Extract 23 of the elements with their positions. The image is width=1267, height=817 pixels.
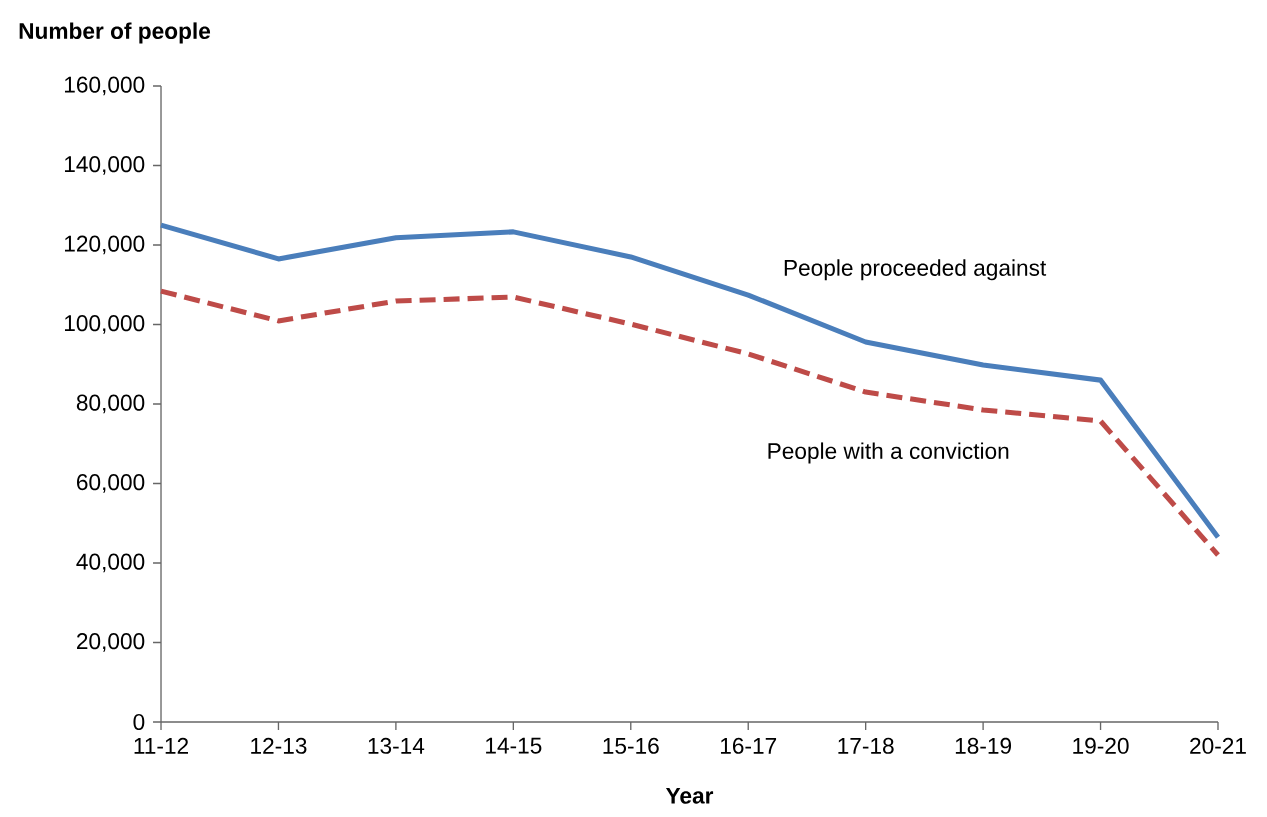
y-tick-label: 100,000 bbox=[64, 315, 145, 334]
y-tick-label: 140,000 bbox=[64, 156, 145, 175]
x-tick-label: 12-13 bbox=[251, 737, 307, 754]
y-tick-label: 60,000 bbox=[77, 474, 145, 493]
y-tick-label: 80,000 bbox=[76, 394, 145, 414]
y-tick-label: 20,000 bbox=[77, 633, 145, 652]
x-tick-label: 14-15 bbox=[486, 737, 542, 754]
series-label: People with a conviction bbox=[768, 442, 1009, 464]
x-tick-label: 19-20 bbox=[1073, 737, 1129, 754]
y-tick-label: 120,000 bbox=[64, 235, 145, 255]
x-tick-label: 18-19 bbox=[955, 737, 1012, 754]
y-axis-title: Number of people bbox=[19, 22, 211, 44]
x-tick-label: 11-12 bbox=[134, 737, 188, 754]
x-tick-label: 17-18 bbox=[838, 737, 894, 754]
x-tick-label: 16-17 bbox=[720, 737, 777, 754]
x-tick-label: 20-21 bbox=[1190, 737, 1246, 754]
x-tick-label: 13-14 bbox=[368, 737, 425, 754]
x-tick-label: 15-16 bbox=[603, 737, 659, 754]
y-tick-label: 40,000 bbox=[76, 553, 145, 573]
y-tick-label: 0 bbox=[133, 713, 145, 731]
series-label: People proceeded against bbox=[784, 259, 1047, 281]
x-axis-title: Year bbox=[665, 787, 714, 804]
y-tick-label: 160,000 bbox=[64, 76, 145, 96]
